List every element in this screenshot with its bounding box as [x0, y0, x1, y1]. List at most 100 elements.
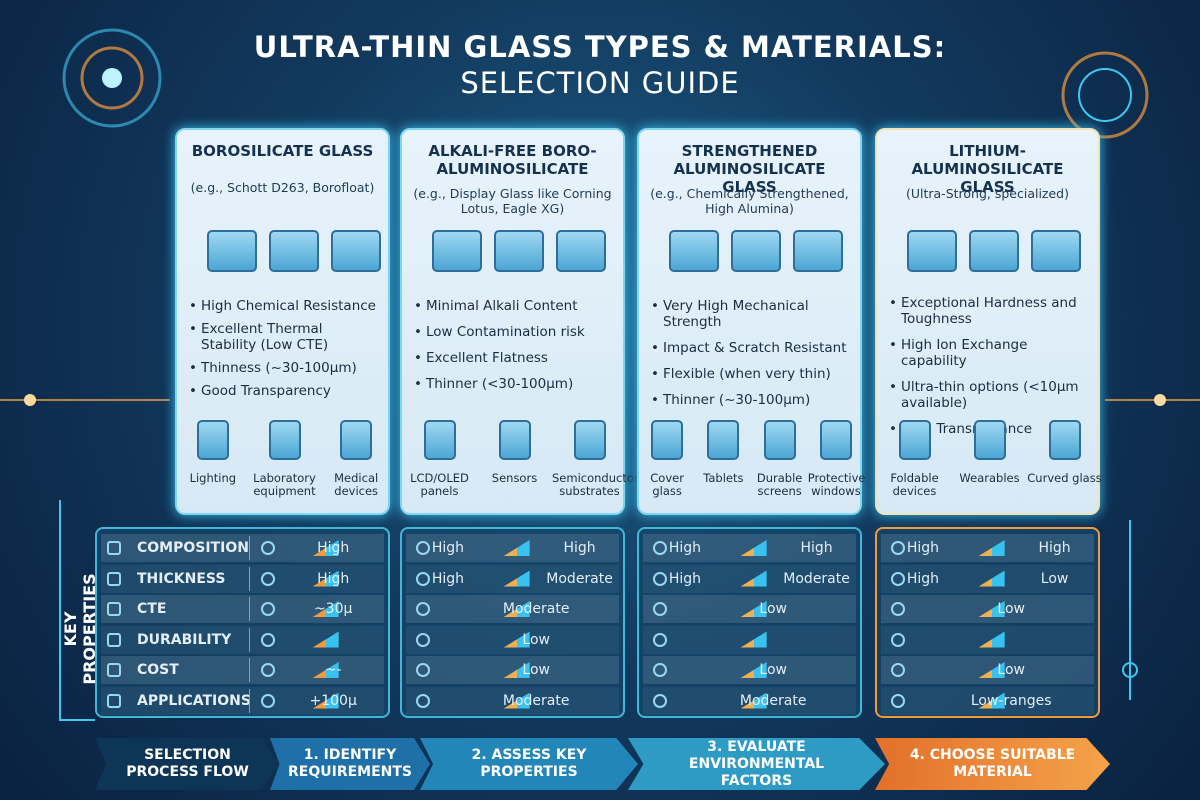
cell-text: High: [668, 570, 702, 587]
flow-step: 1. IDENTIFY REQUIREMENTS: [270, 738, 430, 790]
cell-icon: [416, 602, 430, 616]
bullet: Flexible (when very thin): [651, 366, 852, 382]
properties-label: KEY PROPERTIES: [61, 573, 99, 685]
cell-icon: [891, 693, 905, 708]
illustration: [331, 230, 381, 272]
material-card: BOROSILICATE GLASS (e.g., Schott D263, Bo…: [175, 128, 390, 515]
cell-text: Moderate: [502, 601, 570, 617]
card-example: (e.g., Schott D263, Borofloat): [190, 180, 375, 195]
card-name: BOROSILICATE GLASS: [191, 142, 374, 160]
cell-text: Low: [997, 601, 1025, 617]
property-row: DURABILITY: [101, 625, 384, 654]
bullet: Thinner (~30-100μm): [651, 392, 852, 408]
property-row: Low: [881, 656, 1094, 684]
cell-icon: [891, 632, 905, 647]
cell-text: ~30μ: [313, 601, 353, 617]
cell-text: ~-: [324, 662, 342, 678]
flow-label: 4. CHOOSE SUITABLE MATERIAL: [909, 747, 1076, 780]
property-row: High High: [881, 534, 1094, 562]
property-row: THICKNESS High: [101, 564, 384, 593]
bar-indicator: [740, 540, 767, 556]
property-row: High Moderate: [406, 564, 619, 593]
cell-icon: [891, 541, 905, 555]
app-label: Durable screens: [756, 471, 803, 498]
cell-text: Low: [759, 662, 787, 678]
cell-text: High: [317, 540, 350, 556]
material-card: LITHIUM-ALUMINOSILICATE GLASS (Ultra-Stro…: [875, 128, 1102, 515]
property-row: Moderate: [643, 686, 856, 715]
property-row: Low: [643, 656, 856, 684]
divider: [249, 627, 250, 652]
cell-text: Low: [1040, 570, 1069, 587]
flow-label: SELECTION PROCESS FLOW: [126, 747, 249, 780]
illustration: [269, 230, 319, 272]
bar-indicator: [740, 631, 767, 648]
app-icon: [196, 420, 229, 460]
app-label: Laboratory equipment: [253, 471, 316, 498]
flow-step: 2. ASSESS KEY PROPERTIES: [420, 738, 638, 790]
flow-step: 4. CHOOSE SUITABLE MATERIAL: [875, 738, 1110, 790]
illustration: [207, 230, 257, 272]
material-card: STRENGTHENED ALUMINOSILICATE GLASS (e.g.,…: [637, 128, 866, 515]
illustration: [556, 230, 606, 272]
row-icon: [107, 693, 121, 708]
cell-text: Low-ranges: [970, 692, 1052, 709]
app-icon: [763, 420, 796, 460]
illustration: [969, 230, 1019, 272]
property-row: High Moderate: [643, 564, 856, 593]
material-card: ALKALI-FREE BORO-ALUMINOSILICATE (e.g., D…: [400, 128, 639, 515]
property-panel: High High High Moderate Low Low Moderate: [637, 527, 862, 718]
app-icon: [498, 420, 531, 460]
cell-text: Low: [997, 662, 1025, 678]
app-icon: [268, 420, 301, 460]
cell-icon: [416, 663, 430, 677]
bullet: Excellent Thermal Stability (Low CTE): [189, 321, 380, 353]
app-icon: [340, 420, 373, 460]
card-name: ALKALI-FREE BORO-ALUMINOSILICATE: [428, 142, 597, 178]
cell-icon: [416, 693, 430, 708]
cell-icon: [653, 602, 667, 616]
app-label: Sensors: [491, 471, 538, 485]
illustration: [1031, 230, 1081, 272]
app-icon: [651, 420, 684, 460]
bullet: Low Contamination risk: [414, 324, 615, 340]
cell-text: Moderate: [783, 570, 850, 587]
cell-icon: [261, 632, 275, 647]
cell-icon: [891, 602, 905, 616]
property-row: High Low: [881, 564, 1094, 593]
subtitle: SELECTION GUIDE: [460, 66, 740, 100]
flow-step: SELECTION PROCESS FLOW: [95, 738, 280, 790]
bullet: Ultra-thin options (<10μm available): [889, 379, 1090, 411]
cell-icon: [416, 632, 430, 647]
property-row: [643, 625, 856, 654]
cell-icon: [653, 632, 667, 647]
cell-text: High: [906, 540, 940, 556]
card-example: (Ultra-Strong, specialized): [905, 186, 1069, 201]
property-row: Low: [643, 595, 856, 623]
cell-text: High: [431, 570, 465, 587]
cell-icon: [416, 541, 430, 555]
card-name: STRENGTHENED ALUMINOSILICATE GLASS: [673, 142, 826, 196]
property-row: [881, 625, 1094, 654]
flow-label: 3. EVALUATE ENVIRONMENTAL FACTORS: [688, 738, 825, 789]
cell-text: Moderate: [502, 692, 570, 709]
app-icon: [573, 420, 606, 460]
property-row: Moderate: [406, 686, 619, 715]
app-icon: [973, 420, 1006, 460]
cell-text: High: [563, 540, 596, 556]
property-row: Moderate: [406, 595, 619, 623]
app-label: Semiconductor substrates: [552, 471, 639, 498]
cell-icon: [891, 663, 905, 677]
row-icon: [107, 602, 121, 616]
app-label: Medical devices: [334, 471, 379, 498]
app-icon: [898, 420, 931, 460]
property-row: COMPOSITION High: [101, 534, 384, 562]
illustration: [731, 230, 781, 272]
bullet: Very High Mechanical Strength: [651, 298, 852, 330]
cell-text: High: [431, 540, 465, 556]
card-example: (e.g., Display Glass like Corning Lotus,…: [413, 186, 612, 216]
cell-text: Moderate: [739, 692, 807, 709]
app-icon: [423, 420, 456, 460]
bullet: Thinness (~30-100μm): [189, 360, 380, 376]
bullet: Impact & Scratch Resistant: [651, 340, 852, 356]
